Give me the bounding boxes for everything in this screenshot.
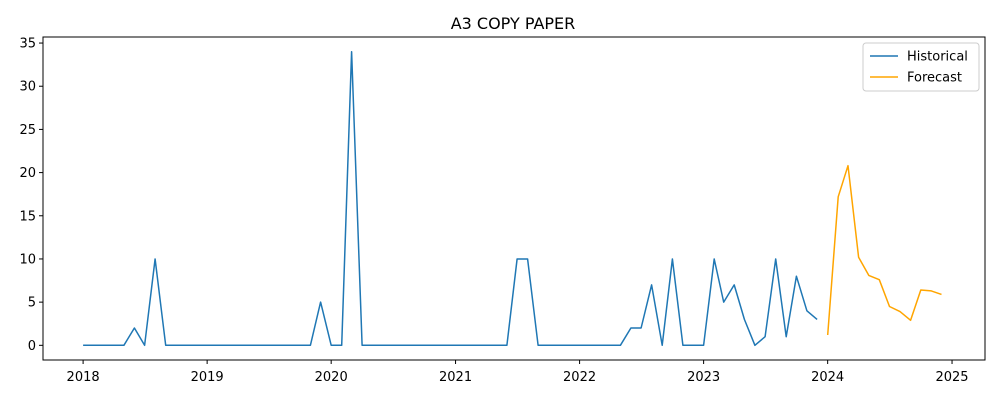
x-tick-label: 2023 — [687, 370, 720, 385]
x-tick-label: 2019 — [191, 370, 224, 385]
y-axis: 0 5 10 15 20 25 30 35 — [19, 37, 43, 354]
series-line-historical — [83, 50, 818, 347]
y-tick-label: 35 — [19, 37, 36, 52]
y-tick-label: 0 — [28, 339, 36, 354]
x-tick-label: 2022 — [563, 370, 596, 385]
x-tick-label: 2024 — [811, 370, 844, 385]
chart-title: A3 COPY PAPER — [451, 14, 576, 33]
series-layer — [83, 50, 942, 347]
legend-label: Forecast — [907, 71, 962, 86]
y-tick-label: 25 — [19, 123, 36, 138]
legend-box — [862, 42, 980, 92]
x-axis: 2018 2019 2020 2021 2022 2023 2024 2025 — [67, 360, 969, 385]
y-tick-label: 10 — [19, 252, 36, 267]
y-tick-label: 15 — [19, 209, 36, 224]
x-tick-label: 2021 — [439, 370, 472, 385]
legend: Historical Forecast — [862, 42, 980, 92]
x-tick-label: 2025 — [935, 370, 968, 385]
y-tick-label: 5 — [28, 296, 36, 311]
x-tick-label: 2020 — [315, 370, 348, 385]
plot-frame — [42, 36, 986, 361]
legend-label: Historical — [907, 50, 968, 65]
x-tick-label: 2018 — [67, 370, 100, 385]
series-line-forecast — [826, 164, 942, 336]
y-tick-label: 30 — [19, 80, 36, 95]
y-tick-label: 20 — [19, 166, 36, 181]
